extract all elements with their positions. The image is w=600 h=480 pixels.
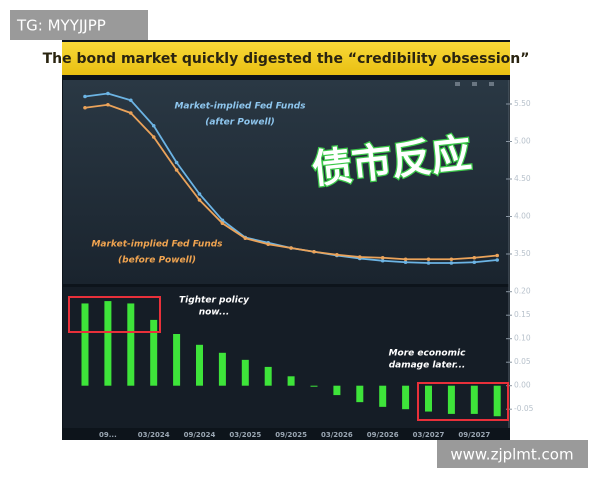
bar — [150, 319, 158, 386]
bar — [173, 334, 181, 386]
x-tick-label: 09/2024 — [184, 431, 216, 439]
line-point — [243, 236, 248, 241]
line-point — [380, 258, 385, 263]
line-point — [495, 258, 500, 262]
bar — [493, 385, 501, 417]
bar — [470, 385, 478, 414]
line-point — [83, 105, 87, 110]
line-point — [151, 135, 156, 139]
bar — [264, 366, 272, 386]
bar — [356, 385, 364, 403]
title-banner — [62, 42, 510, 75]
x-tick-label: 03/2025 — [229, 431, 261, 439]
y-tick-label: 4.50 — [514, 174, 531, 183]
line-point — [197, 198, 202, 202]
line-point — [174, 160, 179, 165]
y-tick-label: 0.20 — [514, 287, 531, 296]
annotation: Tighter policy — [179, 296, 250, 306]
line-point — [380, 255, 385, 260]
x-tick-label: 03/2027 — [413, 431, 445, 439]
line-point — [106, 102, 110, 107]
bar — [379, 385, 387, 407]
watermark: www.zjplmt.com — [450, 446, 573, 464]
line-point — [220, 221, 225, 226]
line-point — [174, 168, 179, 172]
y-tick-label: 5.50 — [514, 99, 531, 108]
x-tick-label: 09/2025 — [275, 431, 307, 439]
toolbar-icons — [455, 82, 494, 86]
line-point — [403, 260, 408, 265]
annotation: (after Powell) — [205, 118, 275, 128]
line-point — [106, 91, 110, 96]
bottom-panel — [63, 287, 509, 428]
marks: 5.50 5.00 4.50 4.00 3.50 Market-implied Fed F… — [81, 91, 534, 439]
bar — [127, 303, 135, 386]
x-tick-label: 09... — [99, 431, 117, 439]
y-tick-label: 5.00 — [514, 137, 531, 146]
chart-title: The bond market quickly digested the “cr… — [43, 51, 530, 67]
watermark: TG: MYYJJPP — [16, 17, 106, 35]
line-point — [335, 252, 339, 257]
x-tick-label: 03/2026 — [321, 431, 353, 439]
bar — [333, 385, 341, 396]
overlay-text: 债市反应 — [310, 131, 474, 193]
highlight-box — [68, 296, 161, 333]
line-point — [403, 257, 408, 262]
bar — [310, 385, 318, 387]
y-tick-label: 0.10 — [514, 334, 531, 343]
watermark-box — [437, 440, 588, 468]
x-tick-label: 09/2026 — [367, 431, 399, 439]
bar — [425, 385, 432, 412]
bar — [196, 344, 203, 386]
line-point — [449, 261, 454, 265]
annotation: (before Powell) — [118, 256, 196, 266]
x-tick-label: 03/2024 — [138, 431, 170, 439]
annotation: More economic — [389, 349, 466, 359]
line-point — [426, 257, 431, 262]
top-panel — [63, 80, 509, 284]
highlight-box — [417, 382, 509, 421]
y-tick-label: 4.00 — [514, 212, 531, 221]
bar — [287, 376, 295, 386]
line-point — [289, 246, 293, 250]
line-point — [266, 242, 271, 247]
line-point — [472, 260, 477, 265]
y-tick-label: -0.05 — [514, 404, 534, 413]
bar — [241, 359, 249, 386]
y-tick-label: 0.05 — [514, 357, 531, 366]
annotation: Market-implied Fed Funds — [91, 240, 223, 250]
line-point — [495, 253, 500, 258]
bar — [104, 301, 112, 386]
line-point — [197, 192, 202, 196]
y-tick-label: 0.15 — [514, 310, 531, 319]
bar — [447, 385, 455, 414]
line-point — [426, 261, 431, 265]
bar — [402, 385, 410, 410]
watermark-box — [10, 10, 148, 40]
x-tick-label: 09/2027 — [458, 431, 490, 439]
annotation: Market-implied Fed Funds — [174, 102, 306, 112]
bar — [218, 352, 226, 386]
annotation: now... — [199, 308, 230, 318]
line-point — [312, 249, 316, 254]
line-point — [472, 255, 477, 260]
line-point — [129, 98, 133, 103]
bar — [81, 303, 89, 386]
line-point — [358, 255, 362, 259]
y-tick-label: 3.50 — [514, 249, 531, 258]
line-point — [129, 111, 133, 115]
y-tick-label: 0.00 — [514, 381, 531, 390]
line-point — [449, 257, 454, 262]
line-point — [83, 94, 87, 99]
line-point — [151, 123, 156, 128]
annotation: damage later... — [389, 361, 466, 371]
